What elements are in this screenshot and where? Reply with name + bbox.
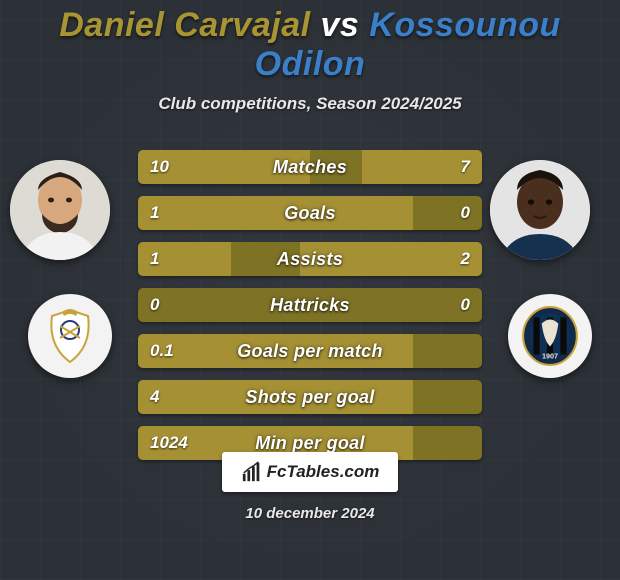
- stat-row: 0.1Goals per match: [138, 334, 482, 368]
- brand-badge: FcTables.com: [222, 452, 398, 492]
- player2-avatar: [490, 160, 590, 260]
- stat-row: 10Goals: [138, 196, 482, 230]
- stat-label: Hattricks: [138, 288, 482, 322]
- player1-avatar-image: [10, 160, 110, 260]
- real-madrid-crest-icon: [40, 306, 100, 366]
- player2-avatar-image: [490, 160, 590, 260]
- stat-label: Matches: [138, 150, 482, 184]
- stat-row: 4Shots per goal: [138, 380, 482, 414]
- stat-label: Goals per match: [138, 334, 482, 368]
- vs-separator: vs: [311, 6, 370, 44]
- atalanta-crest-icon: 1907: [519, 305, 581, 367]
- player2-club-logo: 1907: [508, 294, 592, 378]
- stat-label: Goals: [138, 196, 482, 230]
- footer-date: 10 december 2024: [245, 505, 374, 522]
- stat-row: 00Hattricks: [138, 288, 482, 322]
- stat-label: Assists: [138, 242, 482, 276]
- player1-club-logo: [28, 294, 112, 378]
- brand-text: FcTables.com: [267, 462, 380, 482]
- stat-label: Shots per goal: [138, 380, 482, 414]
- stat-rows: 107Matches 10Goals 12Assists 00Hattricks 0.1…: [138, 150, 482, 460]
- fctables-logo-icon: [241, 461, 263, 483]
- player1-name: Daniel Carvajal: [59, 6, 310, 44]
- stat-row: 107Matches: [138, 150, 482, 184]
- stat-row: 12Assists: [138, 242, 482, 276]
- comparison-card: Daniel Carvajal vs Kossounou Odilon Club…: [0, 0, 620, 580]
- svg-text:1907: 1907: [542, 352, 558, 361]
- page-title: Daniel Carvajal vs Kossounou Odilon: [0, 6, 620, 84]
- subtitle: Club competitions, Season 2024/2025: [158, 94, 461, 114]
- player1-avatar: [10, 160, 110, 260]
